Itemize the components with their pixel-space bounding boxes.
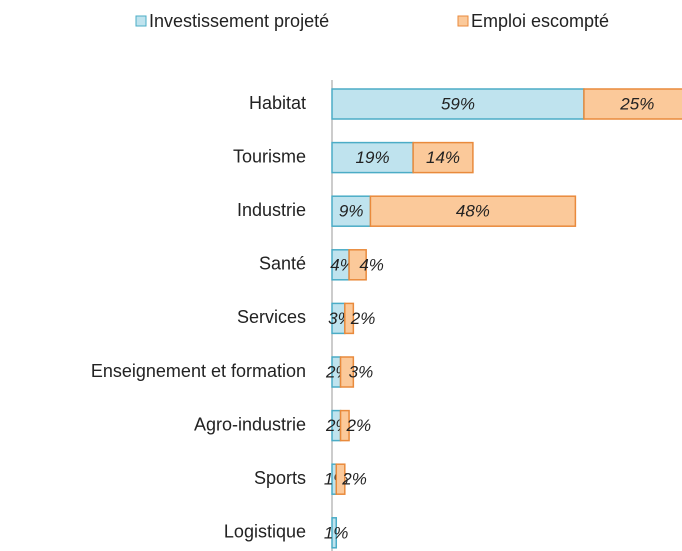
data-label: 25% bbox=[619, 94, 654, 113]
data-label: 48% bbox=[456, 202, 490, 221]
bar-segment bbox=[412, 141, 474, 174]
category-label: Enseignement et formation bbox=[91, 361, 306, 381]
bar-segment bbox=[335, 463, 346, 495]
data-label: 2% bbox=[341, 470, 367, 489]
data-label: 3% bbox=[349, 362, 374, 381]
category-label: Industrie bbox=[237, 200, 306, 220]
bar-segment bbox=[348, 249, 367, 281]
data-label: 9% bbox=[339, 202, 364, 221]
category-label: Agro-industrie bbox=[194, 414, 306, 434]
data-label: 2% bbox=[346, 416, 372, 435]
legend-label: Emploi escompté bbox=[471, 11, 609, 31]
category-label: Tourisme bbox=[233, 146, 306, 166]
category-label: Sports bbox=[254, 468, 306, 488]
category-label: Habitat bbox=[249, 93, 306, 113]
bar-segment bbox=[331, 517, 338, 549]
legend-label: Investissement projeté bbox=[149, 11, 329, 31]
bar-segment bbox=[344, 302, 355, 335]
bar-segment bbox=[369, 195, 577, 227]
bar-segment bbox=[583, 88, 682, 120]
bar-segment bbox=[339, 409, 350, 442]
data-label: 59% bbox=[441, 94, 475, 113]
category-label: Santé bbox=[259, 254, 306, 274]
data-label: 2% bbox=[350, 309, 376, 328]
data-label: 19% bbox=[356, 148, 390, 167]
legend-swatch bbox=[457, 15, 469, 27]
category-label: Services bbox=[237, 307, 306, 327]
bar-segment bbox=[339, 356, 355, 388]
category-label: Logistique bbox=[224, 522, 306, 542]
data-label: 1% bbox=[324, 523, 349, 542]
data-label: 4% bbox=[359, 255, 384, 274]
data-label: 14% bbox=[426, 148, 460, 167]
legend-swatch bbox=[135, 15, 147, 27]
